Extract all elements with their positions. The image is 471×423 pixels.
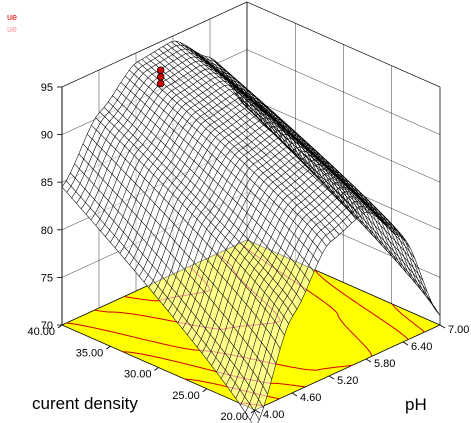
cd-tick-label: 35.00: [76, 347, 104, 359]
contour-line: [122, 269, 409, 388]
z-tick-label: 70: [41, 320, 53, 332]
current-density-axis-ticks: 20.00 25.00 30.00 35.00 40.00: [27, 324, 256, 423]
ph-tick-mark: [402, 341, 409, 346]
response-surface-mesh: [61, 40, 441, 423]
ph-tick-label: 6.40: [411, 341, 432, 353]
design-point: [156, 79, 165, 88]
ph-tick-label: 7.00: [448, 324, 469, 336]
cd-tick-label: 40.00: [27, 326, 55, 338]
ph-tick-mark: [328, 375, 335, 380]
design-point: [156, 73, 165, 81]
x-axis-title: pH: [405, 395, 427, 414]
ph-tick-label: 4.60: [300, 392, 321, 404]
legend-label-2: ue: [7, 24, 17, 34]
cd-tick-mark: [57, 324, 63, 329]
z-tick-label: 75: [41, 272, 53, 284]
y-axis-title: curent density: [32, 394, 138, 413]
z-grid-line: [61, 1, 441, 88]
design-point: [156, 66, 165, 74]
ph-tick-mark: [254, 409, 261, 414]
design-points: [156, 66, 165, 88]
cd-tick-mark: [202, 388, 207, 393]
ph-axis-ticks: 4.00 4.60 5.20 5.80 6.40 7.00: [254, 324, 469, 421]
ph-tick-label: 4.00: [263, 409, 284, 421]
cd-tick-label: 25.00: [172, 390, 200, 402]
ph-tick-mark: [291, 392, 298, 397]
z-tick-label: 90: [41, 130, 53, 142]
z-tick-label: 95: [41, 82, 53, 94]
z-axis-ticks: 70 75 80 85 90 95: [41, 82, 62, 332]
cd-tick-label: 30.00: [124, 369, 152, 381]
ph-tick-mark: [439, 324, 446, 329]
legend-label-1: ue: [7, 12, 17, 22]
surface-quads: [61, 40, 441, 423]
z-tick-label: 80: [41, 225, 53, 237]
cd-tick-mark: [154, 367, 159, 371]
ph-tick-label: 5.20: [337, 375, 358, 387]
ph-tick-mark: [365, 358, 372, 363]
ph-tick-label: 5.80: [374, 358, 395, 370]
cd-tick-label: 20.00: [220, 411, 248, 423]
z-tick-label: 85: [41, 177, 53, 189]
cd-tick-mark: [106, 345, 111, 350]
cd-tick-mark: [250, 409, 256, 414]
